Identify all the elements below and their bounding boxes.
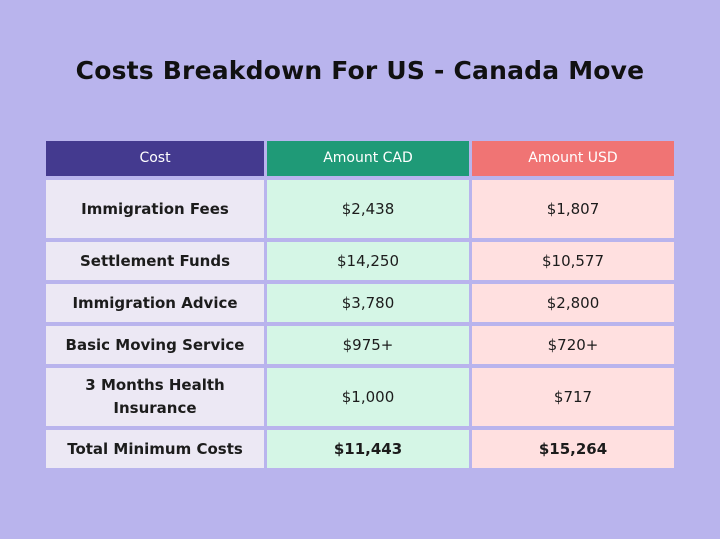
header-amount-usd: Amount USD: [472, 141, 674, 176]
header-amount-cad: Amount CAD: [267, 141, 469, 176]
row-usd-value: $720+: [472, 326, 674, 364]
row-cost-label: Immigration Fees: [46, 180, 264, 238]
row-usd-value: $2,800: [472, 284, 674, 322]
row-cad-value: $2,438: [267, 180, 469, 238]
row-cost-label: Settlement Funds: [46, 242, 264, 280]
row-cad-value: $975+: [267, 326, 469, 364]
total-cost-label: Total Minimum Costs: [46, 430, 264, 468]
total-cad-value: $11,443: [267, 430, 469, 468]
row-cad-value: $3,780: [267, 284, 469, 322]
row-cad-value: $14,250: [267, 242, 469, 280]
row-cost-label: 3 Months Health Insurance: [46, 368, 264, 426]
row-usd-value: $717: [472, 368, 674, 426]
total-usd-value: $15,264: [472, 430, 674, 468]
row-cost-label: Basic Moving Service: [46, 326, 264, 364]
costs-table: Cost Amount CAD Amount USD Immigration F…: [46, 141, 674, 468]
row-usd-value: $1,807: [472, 180, 674, 238]
page-title: Costs Breakdown For US - Canada Move: [75, 56, 645, 85]
row-cad-value: $1,000: [267, 368, 469, 426]
row-cost-label: Immigration Advice: [46, 284, 264, 322]
row-usd-value: $10,577: [472, 242, 674, 280]
header-cost: Cost: [46, 141, 264, 176]
